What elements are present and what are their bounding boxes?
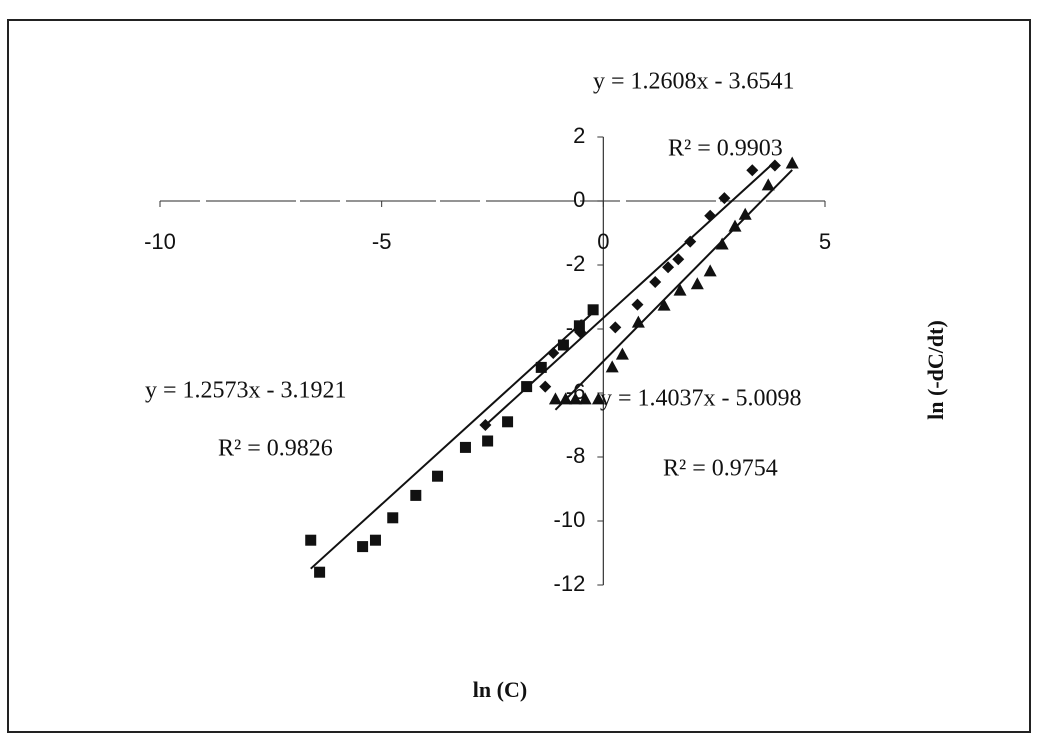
data-point	[535, 361, 547, 373]
data-point	[305, 534, 317, 546]
data-point	[432, 470, 444, 482]
data-point	[573, 320, 585, 332]
trendline	[484, 161, 776, 426]
data-point	[703, 264, 717, 277]
data-point	[459, 441, 471, 453]
trend-equation: y = 1.2573x - 3.1921	[145, 378, 347, 404]
y-tick-label: -2	[566, 251, 586, 276]
trend-r2: R² = 0.9903	[668, 136, 783, 162]
y-tick-label: -10	[554, 507, 586, 532]
data-point	[738, 207, 752, 220]
data-point	[568, 392, 582, 405]
trend-equation: y = 1.2608x - 3.6541	[593, 69, 795, 95]
y-tick-label: 0	[573, 187, 585, 212]
data-point	[615, 347, 629, 360]
data-point	[690, 277, 704, 290]
data-point	[715, 237, 729, 250]
data-point	[482, 435, 494, 447]
x-tick-label: 5	[819, 229, 831, 254]
x-tick-label: 0	[597, 229, 609, 254]
data-point	[548, 392, 562, 405]
y-tick-label: 2	[573, 123, 585, 148]
trend-equation: y = 1.4037x - 5.0098	[600, 386, 802, 412]
data-point	[357, 541, 369, 553]
data-point	[574, 326, 587, 339]
data-point	[768, 159, 781, 172]
data-point	[673, 283, 687, 296]
data-point	[609, 321, 622, 334]
trend-r2: R² = 0.9754	[663, 456, 778, 482]
data-point	[684, 235, 697, 248]
data-point	[591, 392, 605, 405]
data-point	[631, 315, 645, 328]
data-point	[521, 381, 533, 393]
data-point	[587, 304, 599, 316]
data-point	[479, 419, 492, 431]
data-point	[728, 219, 742, 232]
data-point	[314, 566, 326, 578]
data-point	[369, 534, 381, 546]
data-point	[631, 298, 644, 311]
data-point	[657, 298, 671, 311]
data-point	[539, 380, 552, 393]
data-point	[557, 339, 569, 351]
data-point	[605, 360, 619, 373]
data-point	[761, 178, 775, 191]
trend-r2: R² = 0.9826	[218, 436, 333, 462]
data-point	[547, 347, 560, 359]
x-axis-title: ln (C)	[473, 677, 527, 702]
data-point	[746, 164, 759, 177]
frame	[7, 19, 1031, 733]
data-point	[578, 392, 592, 405]
y-tick-label: -8	[566, 443, 586, 468]
trendline	[554, 169, 793, 411]
x-tick-label: -5	[372, 229, 392, 254]
data-point	[387, 512, 399, 524]
data-point	[662, 261, 675, 274]
data-point	[785, 156, 799, 169]
data-point	[502, 416, 514, 428]
y-tick-label: -12	[554, 571, 586, 596]
trendline	[310, 311, 594, 570]
data-point	[704, 209, 717, 222]
data-point	[410, 489, 422, 501]
data-point	[649, 275, 662, 288]
x-tick-label: -10	[144, 229, 176, 254]
y-axis-title: ln (-dC/dt)	[923, 320, 948, 420]
data-point	[559, 392, 573, 405]
data-point	[718, 192, 731, 205]
data-point	[672, 253, 685, 266]
